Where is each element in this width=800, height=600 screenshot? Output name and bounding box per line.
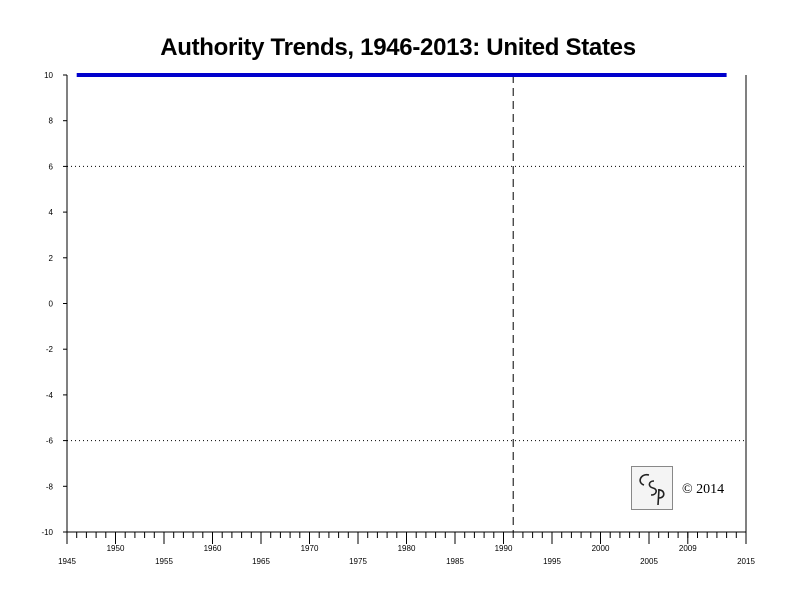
tick-group: 10 8 6 4 2 0 -2 -4 -6 -8 -10 1950 1960 1970 1980 1990 20…: [41, 71, 755, 566]
x-tick-label-lower: 1945: [58, 557, 76, 566]
x-tick-label-lower: 1975: [349, 557, 367, 566]
axes: [66, 75, 747, 533]
x-tick-label-upper: 1960: [204, 544, 222, 553]
y-tick-label: -8: [46, 482, 54, 491]
x-tick-label-upper: 1990: [495, 544, 513, 553]
x-tick-label-lower: 1955: [155, 557, 173, 566]
x-tick-label-upper: 1970: [301, 544, 319, 553]
csp-logo: [631, 466, 673, 510]
x-tick-label-lower: 1965: [252, 557, 270, 566]
x-tick-label-upper: 2000: [592, 544, 610, 553]
x-tick-label-upper: 1980: [398, 544, 416, 553]
y-tick-label: -2: [46, 345, 54, 354]
y-tick-label: 8: [49, 117, 54, 126]
x-tick-label-upper: 2009: [679, 544, 697, 553]
chart-title: Authority Trends, 1946-2013: United Stat…: [160, 34, 636, 61]
y-tick-label: 2: [49, 254, 54, 263]
x-tick-label-upper: 1950: [107, 544, 125, 553]
x-tick-label-lower: 1985: [446, 557, 464, 566]
y-tick-label: 4: [49, 208, 54, 217]
y-tick-label: 0: [49, 300, 54, 309]
y-tick-label: 6: [49, 162, 54, 171]
x-tick-label-lower: 1995: [543, 557, 561, 566]
csp-logo-icon: [639, 473, 665, 506]
y-tick-label: 10: [44, 71, 53, 80]
y-tick-label: -6: [46, 437, 54, 446]
y-tick-label: -4: [46, 391, 54, 400]
copyright-text: © 2014: [682, 482, 725, 497]
reference-lines: [67, 75, 746, 532]
y-tick-label: -10: [41, 528, 53, 537]
x-tick-label-lower: 2015: [737, 557, 755, 566]
x-tick-label-lower: 2005: [640, 557, 658, 566]
